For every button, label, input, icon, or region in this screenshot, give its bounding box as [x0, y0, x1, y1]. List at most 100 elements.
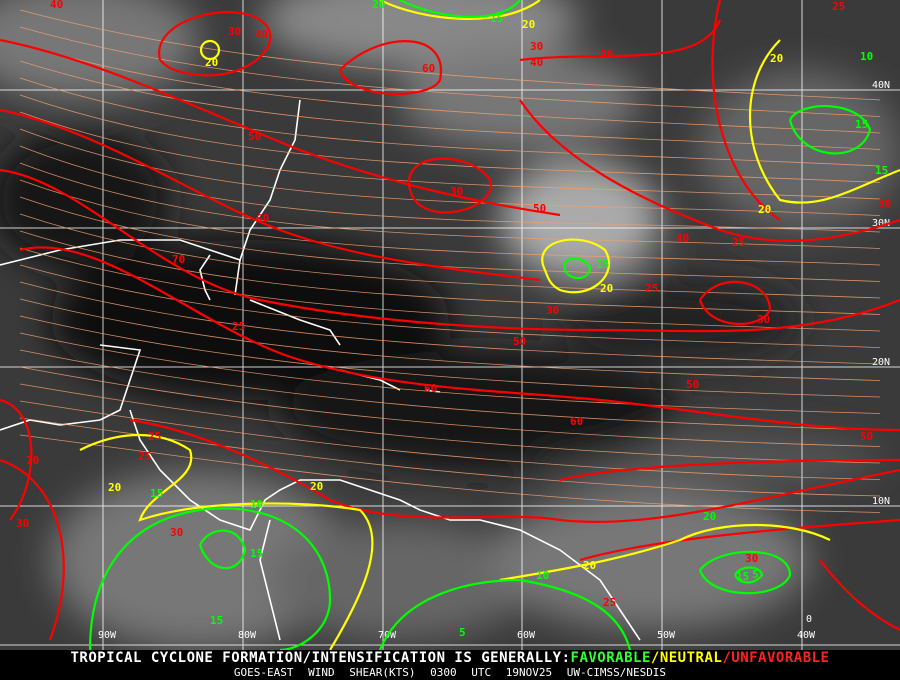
contour-label: 30	[228, 25, 241, 38]
contour-label: 20	[583, 559, 596, 572]
streamline	[19, 9, 881, 101]
contour-label: 40	[530, 56, 543, 69]
contour-label: 40	[676, 232, 689, 245]
contour-label: 50	[686, 378, 699, 391]
streamline	[19, 417, 881, 497]
contour-label: 20	[758, 203, 771, 216]
streamline	[19, 332, 881, 414]
contour-label: 25	[232, 320, 245, 333]
streamline	[19, 94, 881, 183]
contour-label: 30	[600, 48, 613, 61]
contour-label: 20	[600, 282, 613, 295]
contour-label: 10	[250, 498, 263, 511]
contour-label: 40	[255, 28, 268, 41]
product-name: GOES-EAST WIND SHEAR(KTS)	[233, 666, 416, 679]
wind-streamlines	[19, 9, 881, 513]
coastlines	[0, 99, 641, 641]
contour-label: 20	[770, 52, 783, 65]
legend-line: TROPICAL CYCLONE FORMATION/INTENSIFICATI…	[0, 650, 900, 666]
contour-label: 50	[533, 202, 546, 215]
streamline	[19, 383, 881, 464]
contour-label: 60	[424, 382, 437, 395]
contour-label: 70	[26, 454, 39, 467]
contour-label: 25	[645, 282, 658, 295]
footer-legend: TROPICAL CYCLONE FORMATION/INTENSIFICATI…	[0, 650, 900, 680]
lat-label: 30N	[872, 218, 890, 229]
contour-label: 30	[878, 197, 891, 210]
contour-label: 20	[310, 480, 323, 493]
streamline	[19, 349, 881, 431]
contour-label: 10	[536, 569, 549, 582]
contour-label: 60	[422, 62, 435, 75]
grid-labels: 40N 30N 20N 10N 0 90W 80W 70W 60W 50W 40…	[98, 80, 890, 641]
contour-label: 15	[596, 258, 609, 271]
lat-label: 40N	[872, 80, 890, 91]
streamline	[19, 26, 881, 117]
streamline	[19, 60, 881, 150]
lat-label: 10N	[872, 496, 890, 507]
legend-prefix: TROPICAL CYCLONE FORMATION/INTENSIFICATI…	[70, 650, 571, 666]
streamline	[19, 43, 881, 134]
contour-label: 30	[745, 552, 758, 565]
lon-label: 80W	[238, 630, 257, 641]
contour-label: 30	[757, 313, 770, 326]
contour-label: 50	[513, 335, 526, 348]
contour-label: 40	[50, 0, 63, 11]
satellite-map: 40N 30N 20N 10N 0 90W 80W 70W 60W 50W 40…	[0, 0, 900, 650]
streamline	[19, 145, 881, 233]
streamline	[19, 315, 881, 398]
contour-label: 15	[210, 614, 223, 627]
lat-label: 0	[806, 614, 812, 625]
streamline	[19, 247, 881, 332]
contour-label: 15	[875, 164, 888, 177]
streamline	[19, 128, 881, 216]
contour-label: 60	[570, 415, 583, 428]
contour-label: 60	[256, 212, 269, 225]
product-time: 0300 UTC	[430, 666, 492, 679]
contour-label: 10	[860, 50, 873, 63]
contour-label: 30	[16, 517, 29, 530]
lon-label: 60W	[517, 630, 536, 641]
streamline	[19, 196, 881, 282]
contour-label: 30	[546, 304, 559, 317]
contour-label: 5	[459, 626, 466, 639]
legend-favorable: FAVORABLE	[570, 650, 651, 666]
shear-contours	[0, 0, 900, 650]
streamline	[19, 77, 881, 167]
lat-label: 20N	[872, 357, 890, 368]
contour-label: 30	[450, 185, 463, 198]
product-info-line: GOES-EAST WIND SHEAR(KTS) 0300 UTC 19NOV…	[0, 666, 900, 679]
contour-label: 15	[250, 547, 263, 560]
contour-label: 25	[732, 236, 745, 249]
legend-separator: /	[650, 650, 660, 666]
lon-label: 40W	[797, 630, 816, 641]
contour-label: 5	[752, 568, 759, 581]
streamline	[19, 179, 881, 266]
streamline	[19, 264, 881, 348]
contour-label: 30	[530, 40, 543, 53]
contour-label: 20	[703, 510, 716, 523]
streamline	[19, 298, 881, 381]
contour-label: 50	[860, 430, 873, 443]
product-source: UW-CIMSS/NESDIS	[566, 666, 667, 679]
contour-label: 15	[855, 118, 868, 131]
unfavorable-contours	[0, 0, 900, 641]
contour-label: 15	[490, 12, 503, 25]
contour-label: 25	[148, 430, 161, 443]
contour-label: 20	[372, 0, 385, 11]
favorable-contours	[88, 0, 872, 650]
contour-label: 15	[736, 570, 749, 583]
contour-label: 20	[108, 481, 121, 494]
contour-label: 25	[603, 596, 616, 609]
contour-label: 15	[150, 487, 163, 500]
product-date: 19NOV25	[505, 666, 553, 679]
streamline	[19, 230, 881, 315]
legend-neutral: NEUTRAL	[659, 650, 723, 666]
contour-label: 20	[522, 18, 535, 31]
streamline	[19, 213, 881, 299]
streamline	[19, 281, 881, 365]
neutral-contours	[79, 0, 900, 650]
legend-unfavorable: UNFAVORABLE	[731, 650, 830, 666]
